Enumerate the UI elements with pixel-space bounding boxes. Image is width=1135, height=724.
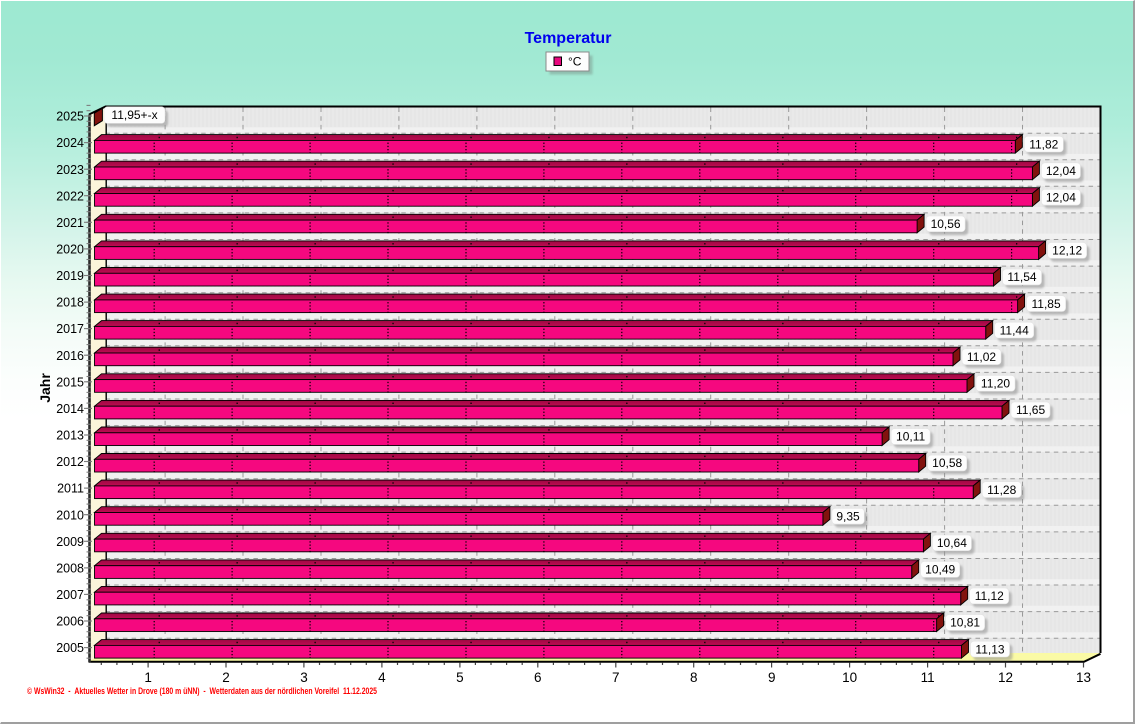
svg-text:10,81: 10,81 — [950, 616, 980, 630]
svg-text:11: 11 — [921, 670, 935, 685]
svg-text:10,56: 10,56 — [931, 217, 961, 231]
svg-text:2010: 2010 — [56, 508, 84, 522]
svg-text:2015: 2015 — [56, 375, 84, 389]
svg-text:1: 1 — [144, 670, 152, 685]
svg-text:11,13: 11,13 — [975, 642, 1004, 656]
svg-text:2005: 2005 — [56, 641, 84, 655]
svg-text:2008: 2008 — [56, 562, 84, 576]
svg-text:2016: 2016 — [56, 349, 84, 363]
svg-text:13: 13 — [1076, 670, 1091, 685]
svg-text:11,20: 11,20 — [981, 377, 1010, 391]
svg-text:10,49: 10,49 — [925, 563, 955, 577]
svg-text:°C: °C — [568, 55, 582, 69]
svg-text:2013: 2013 — [56, 429, 84, 443]
svg-text:2018: 2018 — [56, 296, 84, 310]
svg-text:12,12: 12,12 — [1052, 244, 1082, 258]
svg-text:2014: 2014 — [56, 402, 84, 416]
svg-text:2006: 2006 — [56, 615, 84, 629]
svg-text:12,04: 12,04 — [1046, 164, 1076, 178]
svg-text:© WsWin32 - Aktuelles Wetter: © WsWin32 - Aktuelles Wetter in Drove (1… — [27, 686, 377, 696]
svg-text:8: 8 — [690, 670, 698, 685]
svg-text:10: 10 — [842, 670, 857, 685]
svg-text:2024: 2024 — [56, 136, 84, 150]
svg-text:2023: 2023 — [56, 163, 84, 177]
svg-text:2025: 2025 — [56, 110, 84, 124]
svg-text:12: 12 — [998, 670, 1013, 685]
svg-text:9,35: 9,35 — [836, 509, 860, 523]
svg-text:11,65: 11,65 — [1016, 403, 1045, 417]
svg-text:10,58: 10,58 — [932, 456, 962, 470]
svg-text:11,82: 11,82 — [1029, 137, 1058, 151]
svg-text:2011: 2011 — [57, 482, 84, 496]
svg-text:11,95+-x: 11,95+-x — [111, 108, 157, 122]
svg-text:4: 4 — [378, 670, 386, 685]
svg-text:2019: 2019 — [56, 269, 84, 283]
svg-text:2: 2 — [222, 670, 230, 685]
svg-text:9: 9 — [768, 670, 776, 685]
svg-text:10,11: 10,11 — [896, 430, 925, 444]
svg-text:2021: 2021 — [56, 216, 84, 230]
svg-text:2017: 2017 — [56, 322, 84, 336]
svg-text:11,02: 11,02 — [967, 350, 996, 364]
svg-text:11,85: 11,85 — [1032, 297, 1061, 311]
svg-text:Temperatur: Temperatur — [525, 30, 612, 47]
svg-text:Jahr: Jahr — [37, 373, 53, 403]
svg-text:12,04: 12,04 — [1046, 190, 1076, 204]
svg-text:11,44: 11,44 — [1000, 323, 1029, 337]
svg-text:5: 5 — [456, 670, 464, 685]
svg-text:11,28: 11,28 — [987, 483, 1016, 497]
svg-text:11,12: 11,12 — [975, 589, 1004, 603]
svg-text:2022: 2022 — [56, 189, 84, 203]
svg-text:2007: 2007 — [56, 588, 84, 602]
svg-text:3: 3 — [300, 670, 308, 685]
svg-text:7: 7 — [612, 670, 620, 685]
svg-text:11,54: 11,54 — [1007, 270, 1036, 284]
svg-text:2009: 2009 — [56, 535, 84, 549]
svg-text:6: 6 — [534, 670, 542, 685]
svg-text:10,64: 10,64 — [937, 536, 967, 550]
svg-text:2012: 2012 — [56, 455, 84, 469]
svg-text:2020: 2020 — [56, 243, 84, 257]
